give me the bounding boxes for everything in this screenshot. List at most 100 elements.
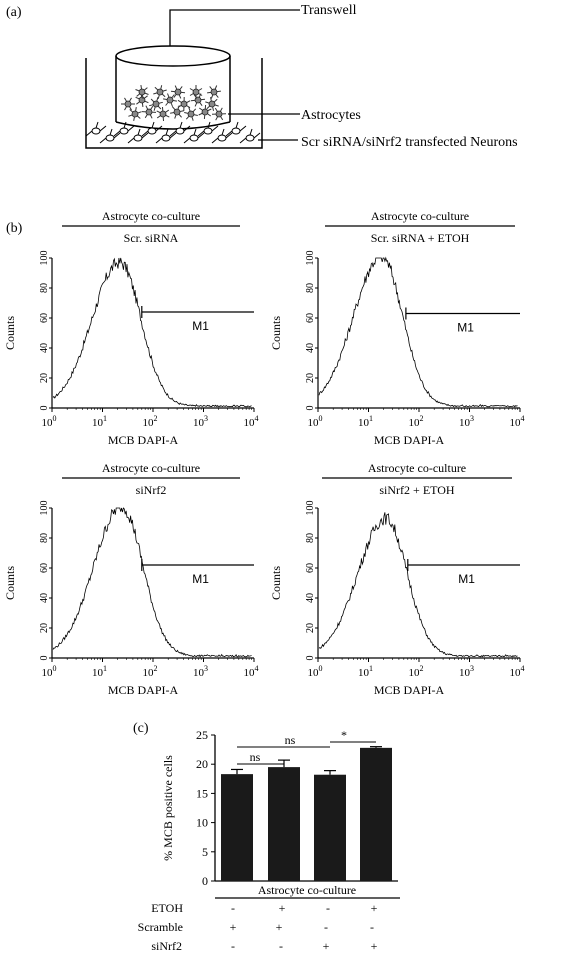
y-tick-label: 40 <box>39 343 50 353</box>
neuron-cell <box>113 121 135 137</box>
neuron-body <box>189 134 199 142</box>
significance-label: * <box>341 728 347 742</box>
bar-1 <box>221 774 253 881</box>
condition-value: + <box>371 939 378 953</box>
condition-value: - <box>231 939 235 953</box>
x-tick-base: 10 <box>358 417 370 429</box>
astrocyte-cell <box>177 96 191 112</box>
astrocyte-body <box>173 108 181 116</box>
x-tick-label: 100 <box>42 414 57 429</box>
condition-name: Scramble <box>138 920 183 934</box>
neuron-cells <box>85 121 261 144</box>
panel-b-label: (b) <box>6 221 23 236</box>
group-label: Astrocyte co-culture <box>258 883 356 897</box>
neuron-body <box>133 134 143 142</box>
y-tick-label: 100 <box>305 251 316 266</box>
astrocyte-cell <box>189 85 203 99</box>
x-tick-label: 100 <box>308 414 323 429</box>
neuron-cell <box>141 121 163 137</box>
x-tick-label: 103 <box>193 414 208 429</box>
y-tick-label: 0 <box>305 656 316 661</box>
astrocyte-body <box>124 100 132 108</box>
neurons-label: Scr siRNA/siNrf2 transfected Neurons <box>301 135 518 150</box>
bar-3 <box>314 774 346 881</box>
x-tick-base: 10 <box>42 667 54 679</box>
x-tick-label: 101 <box>92 664 107 679</box>
histogram-header: Astrocyte co-culture <box>102 209 200 223</box>
significance-label: ns <box>285 733 296 747</box>
neuron-cell <box>155 128 177 144</box>
m1-label: M1 <box>458 572 475 586</box>
transwell-label: Transwell <box>301 3 357 18</box>
neuron-neurite <box>225 121 247 137</box>
x-tick-exponent: 0 <box>319 414 323 423</box>
y-tick-label: 100 <box>305 501 316 516</box>
panel-c-label: (c) <box>133 721 149 736</box>
astrocyte-body <box>138 96 146 104</box>
condition-name: ETOH <box>151 901 183 915</box>
y-axis-label: % MCB positive cells <box>161 755 175 861</box>
x-tick-base: 10 <box>308 667 320 679</box>
neuron-body <box>175 127 185 135</box>
y-tick-label: 60 <box>305 563 316 573</box>
y-tick-label: 20 <box>39 623 50 633</box>
neuron-cell <box>239 128 261 144</box>
x-tick-exponent: 3 <box>204 664 208 673</box>
neuron-cell <box>85 121 107 137</box>
x-tick-base: 10 <box>92 417 104 429</box>
astrocyte-cell <box>184 107 198 121</box>
astrocyte-cells <box>121 85 227 122</box>
x-tick-base: 10 <box>409 667 421 679</box>
x-tick-exponent: 3 <box>204 414 208 423</box>
well-outline <box>85 58 263 149</box>
neuron-cell <box>99 128 121 144</box>
neuron-neurite <box>197 121 219 137</box>
y-tick-label: 20 <box>196 757 208 771</box>
neuron-neurite <box>127 128 149 144</box>
x-tick-exponent: 2 <box>420 414 424 423</box>
x-tick-exponent: 4 <box>255 664 259 673</box>
astrocyte-cell <box>198 104 212 120</box>
histogram-subheader: siNrf2 <box>136 483 167 497</box>
histogram-trace <box>52 257 252 408</box>
astrocyte-cell <box>149 97 163 111</box>
y-tick-label: 0 <box>39 656 50 661</box>
histogram-subheader: siNrf2 + ETOH <box>379 483 455 497</box>
y-tick-label: 100 <box>39 251 50 266</box>
astrocyte-body <box>131 110 139 118</box>
x-tick-label: 100 <box>42 664 57 679</box>
condition-value: - <box>279 939 283 953</box>
bar-chart: 0 5 10 15 20 25 % MCB positive cells ns ns * Astro… <box>138 728 400 953</box>
x-tick-base: 10 <box>510 667 522 679</box>
astrocyte-body <box>208 100 216 108</box>
neuron-cell <box>225 121 247 137</box>
y-tick-label: 80 <box>305 533 316 543</box>
x-tick-base: 10 <box>409 417 421 429</box>
x-tick-base: 10 <box>92 667 104 679</box>
x-tick-base: 10 <box>193 667 205 679</box>
condition-value: - <box>370 920 374 934</box>
neuron-neurite <box>85 121 107 137</box>
y-tick-label: 60 <box>39 563 50 573</box>
y-tick-label: 25 <box>196 728 208 742</box>
x-tick-base: 10 <box>193 417 205 429</box>
y-tick-label: 5 <box>202 845 208 859</box>
condition-value: + <box>371 901 378 915</box>
x-tick-label: 102 <box>409 414 424 429</box>
x-axis-label: MCB DAPI-A <box>108 433 179 447</box>
y-axis-label: Counts <box>3 566 17 600</box>
y-tick-label: 60 <box>39 313 50 323</box>
astrocyte-cell <box>141 105 157 119</box>
x-tick-label: 101 <box>92 414 107 429</box>
y-tick-label: 15 <box>196 786 208 800</box>
neuron-body <box>147 127 157 135</box>
x-tick-label: 104 <box>510 664 525 679</box>
transwell-diagram <box>85 9 300 149</box>
y-tick-label: 60 <box>305 313 316 323</box>
y-tick-label: 0 <box>305 406 316 411</box>
histogram-header: Astrocyte co-culture <box>371 209 469 223</box>
x-tick-base: 10 <box>308 417 320 429</box>
neuron-body <box>105 134 115 142</box>
